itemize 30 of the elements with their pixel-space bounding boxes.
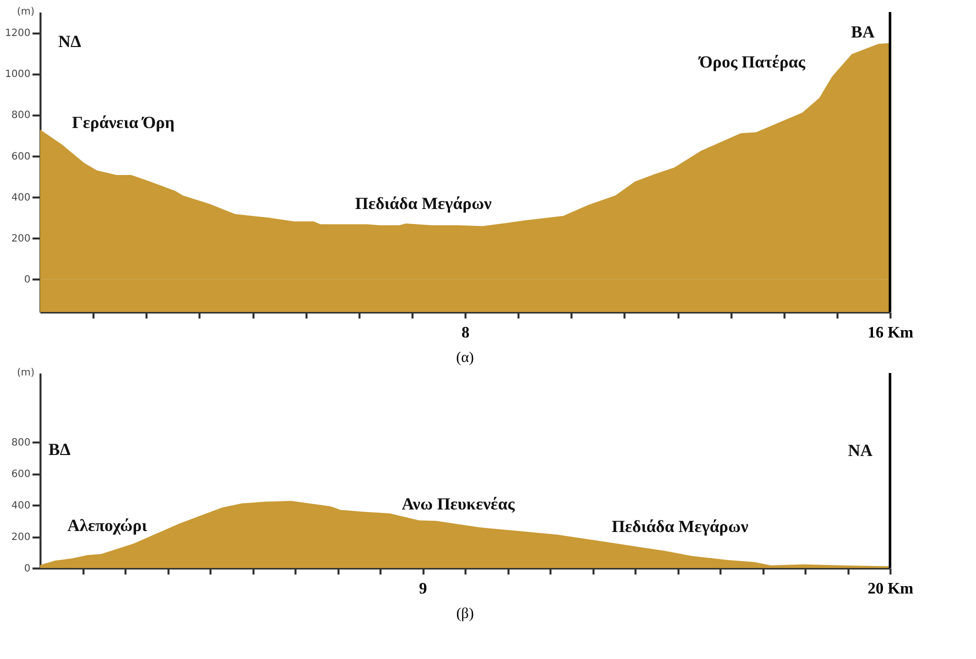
annotation: ΒΔ [48, 440, 71, 459]
x-tick-label: 16 Km [868, 324, 914, 342]
annotation: ΒΑ [850, 22, 876, 42]
annotation: Πεδιάδα Μεγάρων [612, 516, 749, 536]
annotation: Αλεποχώρι [67, 516, 148, 535]
text: (α) [456, 350, 474, 366]
y-tick-label: 0 [24, 564, 30, 574]
y-axis-title: (m) [16, 368, 35, 378]
y-tick-label: 200 [11, 234, 30, 245]
y-tick-label: 1000 [5, 69, 30, 80]
y-tick-label: 800 [11, 438, 30, 449]
y-tick-label: 400 [11, 500, 30, 512]
x-tick-label: 20 Km [868, 580, 914, 598]
y-tick-label: 400 [11, 192, 30, 204]
y-tick-label: 800 [11, 110, 30, 122]
x-tick-label: 9 [419, 580, 427, 598]
annotation: Ανω Πευκενέας [402, 494, 516, 514]
x-tick-label: 8 [462, 324, 470, 342]
annotation: ΝΔ [58, 32, 82, 51]
annotation: Γεράνεια Όρη [72, 113, 175, 132]
y-tick-label: 600 [11, 151, 30, 162]
annotation: Πεδιάδα Μεγάρων [355, 194, 492, 213]
y-tick-label: 600 [11, 469, 30, 480]
y-tick-label: 0 [24, 274, 30, 286]
text: (β) [456, 606, 474, 622]
y-tick-label: 200 [11, 532, 30, 544]
annotation: ΝΑ [848, 440, 874, 460]
annotation: Όρος Πατέρας [697, 52, 806, 72]
y-tick-label: 1200 [5, 28, 30, 40]
y-axis-title: (m) [16, 6, 35, 18]
